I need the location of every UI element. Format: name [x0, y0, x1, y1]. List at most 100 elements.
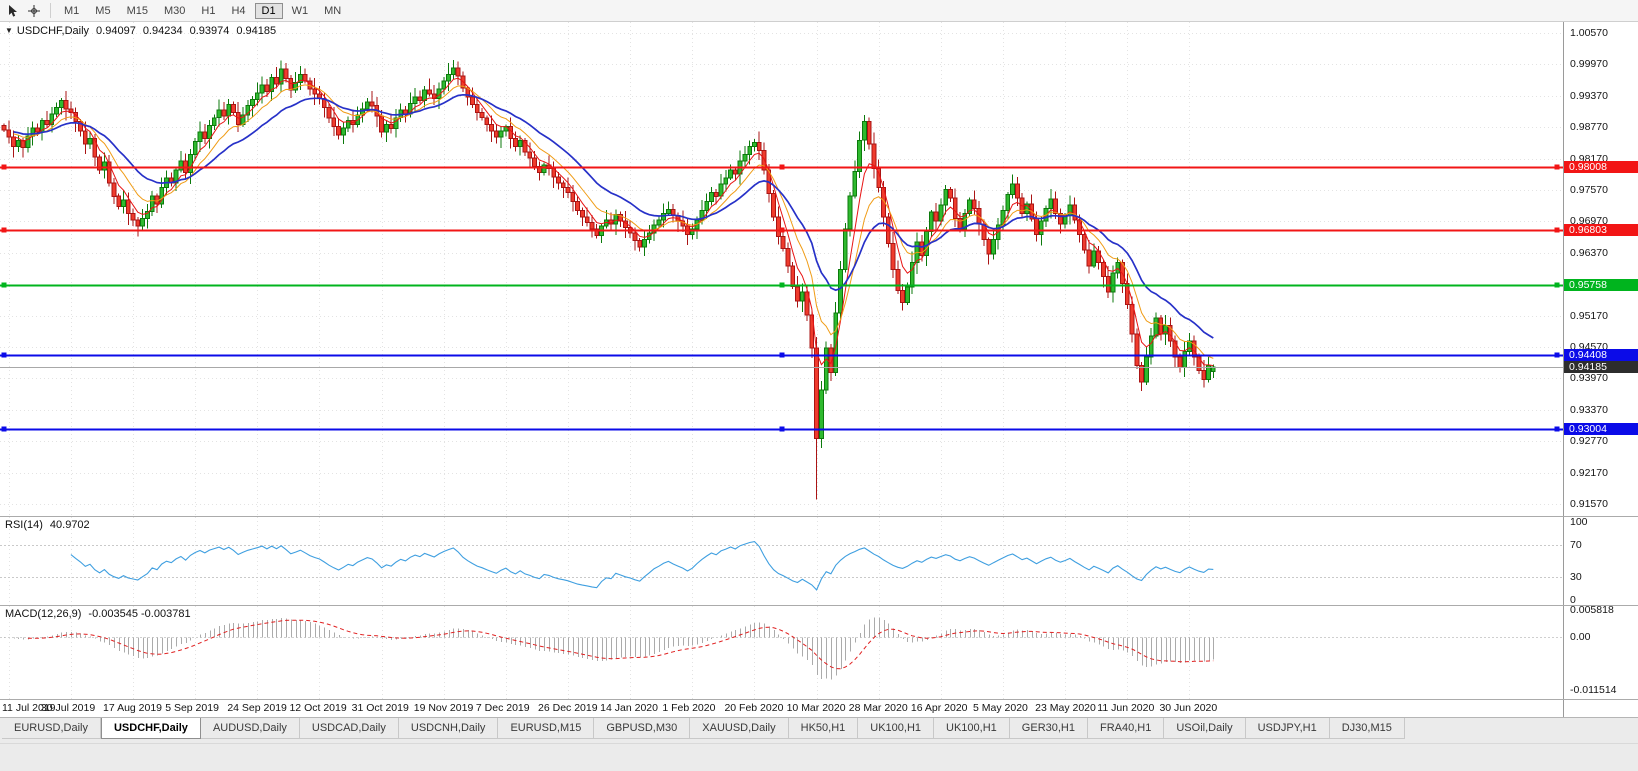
candle-body [815, 348, 819, 439]
chart-tab-gbpusd-m30[interactable]: GBPUSD,M30 [594, 718, 690, 739]
candle-body [944, 189, 948, 205]
candle-body [471, 97, 475, 105]
cursor-pointer-icon[interactable] [3, 2, 23, 20]
macd-pane[interactable]: MACD(12,26,9) -0.003545 -0.003781 [0, 606, 1563, 699]
date-label: 31 Oct 2019 [352, 702, 409, 714]
time-axis[interactable]: 11 Jul 201930 Jul 201917 Aug 20195 Sep 2… [0, 700, 1563, 717]
timeframe-button-d1[interactable]: D1 [255, 3, 283, 19]
candle-body [1102, 263, 1106, 277]
candle-body [198, 132, 202, 141]
date-label: 30 Jun 2020 [1159, 702, 1217, 714]
candle-body [332, 118, 336, 127]
timeframe-button-w1[interactable]: W1 [285, 3, 316, 19]
line-handle[interactable] [780, 228, 785, 233]
candle-body [542, 165, 546, 173]
timeframe-button-h4[interactable]: H4 [224, 3, 252, 19]
line-handle[interactable] [780, 283, 785, 288]
pane-splitter[interactable] [0, 516, 1638, 517]
line-handle[interactable] [1555, 165, 1560, 170]
candle-body [12, 137, 16, 146]
date-label: 12 Oct 2019 [289, 702, 346, 714]
line-handle[interactable] [780, 165, 785, 170]
candlestick-chart[interactable] [0, 22, 1563, 516]
candle-body [772, 194, 776, 218]
line-handle[interactable] [1555, 228, 1560, 233]
chart-tab-eurusd-m15[interactable]: EURUSD,M15 [498, 718, 594, 739]
line-handle[interactable] [2, 228, 7, 233]
candle-body [1149, 336, 1153, 357]
line-handle[interactable] [2, 165, 7, 170]
candle-body [93, 139, 97, 157]
candle-body [1154, 318, 1158, 336]
rsi-chart[interactable] [0, 517, 1563, 605]
line-handle[interactable] [2, 427, 7, 432]
timeframe-button-mn[interactable]: MN [317, 3, 348, 19]
line-handle[interactable] [2, 353, 7, 358]
date-label: 28 Mar 2020 [849, 702, 908, 714]
chart-tab-eurusd-daily[interactable]: EURUSD,Daily [2, 718, 101, 739]
timeframe-button-m30[interactable]: M30 [157, 3, 192, 19]
candle-body [906, 287, 910, 303]
candle-body [499, 131, 503, 137]
candle-body [528, 152, 532, 158]
candle-body [633, 233, 637, 241]
line-handle[interactable] [780, 353, 785, 358]
candle-body [949, 189, 953, 197]
candle-body [337, 127, 341, 135]
candlestick-series [2, 60, 1215, 500]
chart-tab-hk50-h1[interactable]: HK50,H1 [789, 718, 859, 739]
line-handle[interactable] [1555, 283, 1560, 288]
date-label: 19 Nov 2019 [414, 702, 474, 714]
line-handle[interactable] [780, 427, 785, 432]
pane-splitter[interactable] [0, 605, 1638, 606]
chart-tab-uk100-h1[interactable]: UK100,H1 [858, 718, 934, 739]
timeframe-button-m5[interactable]: M5 [88, 3, 117, 19]
rsi-grid [0, 517, 1563, 605]
candle-body [561, 183, 565, 187]
line-handle[interactable] [1555, 427, 1560, 432]
candle-body [265, 85, 269, 92]
candle-body [1016, 184, 1020, 198]
candle-body [117, 196, 121, 207]
chart-tab-usdchf-daily[interactable]: USDCHF,Daily [101, 718, 201, 739]
current-price-label: 0.94185 [1564, 361, 1638, 373]
symbol-period-label: USDCHF,Daily [17, 25, 89, 37]
timeframe-button-group: M1M5M15M30H1H4D1W1MN [56, 3, 349, 19]
chart-tab-usdjpy-h1[interactable]: USDJPY,H1 [1246, 718, 1330, 739]
candle-body [824, 348, 828, 390]
chart-tab-fra40-h1[interactable]: FRA40,H1 [1088, 718, 1164, 739]
chart-tab-audusd-daily[interactable]: AUDUSD,Daily [201, 718, 300, 739]
timeframe-button-m15[interactable]: M15 [120, 3, 155, 19]
chart-tab-xauusd-daily[interactable]: XAUUSD,Daily [690, 718, 788, 739]
price-tick: 0.91570 [1570, 498, 1608, 510]
rsi-pane[interactable]: RSI(14) 40.9702 [0, 517, 1563, 605]
line-handle[interactable] [1555, 353, 1560, 358]
ma-fast-line[interactable] [14, 78, 1214, 365]
main-chart-pane[interactable]: ▼ USDCHF,Daily 0.94097 0.94234 0.93974 0… [0, 22, 1563, 516]
chart-tab-dj30-m15[interactable]: DJ30,M15 [1330, 718, 1405, 739]
chart-tab-usoil-daily[interactable]: USOil,Daily [1164, 718, 1245, 739]
candle-body [733, 170, 737, 174]
price-tick: 0.99970 [1570, 58, 1608, 70]
pane-splitter[interactable] [0, 699, 1638, 700]
candle-body [891, 243, 895, 269]
candle-body [614, 215, 618, 224]
timeframe-button-m1[interactable]: M1 [57, 3, 86, 19]
crosshair-icon[interactable] [24, 2, 44, 20]
candle-body [896, 270, 900, 291]
candle-body [251, 99, 255, 105]
chevron-down-icon[interactable]: ▼ [5, 25, 13, 37]
macd-chart[interactable] [0, 606, 1563, 699]
line-handle[interactable] [2, 283, 7, 288]
chart-tab-usdcnh-daily[interactable]: USDCNH,Daily [399, 718, 499, 739]
candle-body [389, 125, 393, 129]
chart-tab-uk100-h1[interactable]: UK100,H1 [934, 718, 1010, 739]
chart-tab-usdcad-daily[interactable]: USDCAD,Daily [300, 718, 399, 739]
candle-body [748, 147, 752, 155]
close-value: 0.94185 [236, 25, 276, 37]
chart-tab-ger30-h1[interactable]: GER30,H1 [1010, 718, 1088, 739]
price-axis[interactable]: 1.005700.999700.993700.987700.981700.975… [1563, 22, 1638, 717]
timeframe-button-h1[interactable]: H1 [194, 3, 222, 19]
macd-name: MACD(12,26,9) [5, 608, 81, 620]
macd-tick: 0.00 [1570, 631, 1590, 643]
